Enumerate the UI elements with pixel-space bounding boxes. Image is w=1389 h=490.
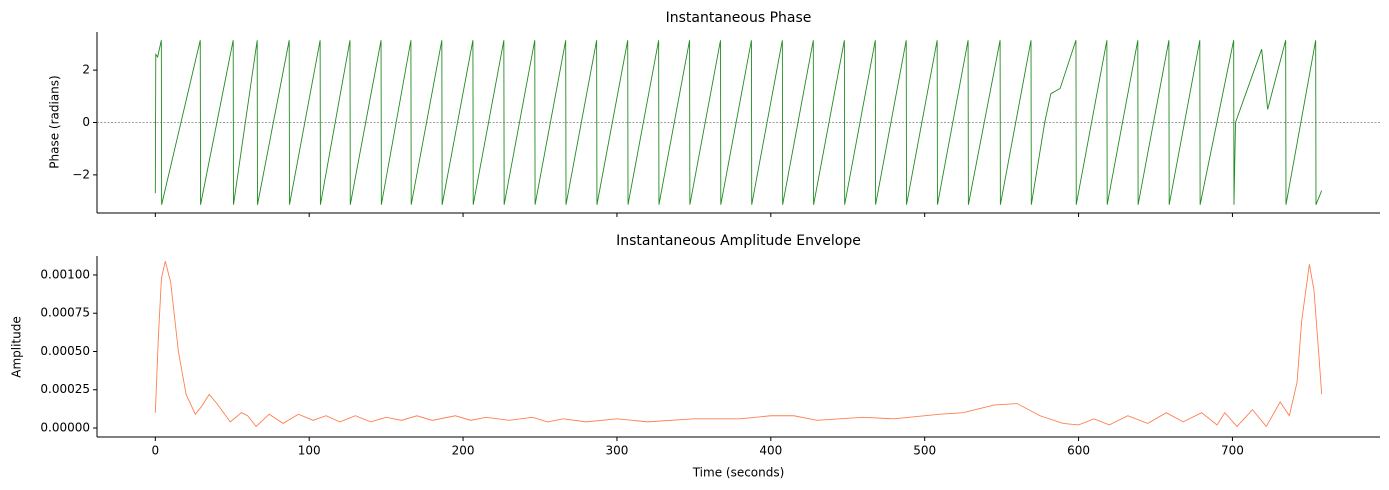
data-line — [154, 261, 1323, 428]
data-line — [154, 40, 1323, 205]
x-tick-label: 300 — [605, 444, 628, 458]
x-tick-label: 400 — [759, 444, 782, 458]
x-tick-label: 100 — [298, 444, 321, 458]
y-tick-label: 0.00050 — [40, 344, 90, 358]
x-tick-label: 600 — [1067, 444, 1090, 458]
x-tick-label: 700 — [1221, 444, 1244, 458]
chart-title: Instantaneous Amplitude Envelope — [616, 233, 861, 249]
chart-title: Instantaneous Phase — [666, 10, 812, 26]
x-tick-label: 500 — [913, 444, 936, 458]
y-tick-label: 0 — [82, 115, 90, 129]
y-tick-label: 0.00000 — [40, 421, 90, 435]
y-axis-label: Phase (radians) — [48, 75, 62, 168]
y-axis-label: Amplitude — [10, 316, 24, 378]
x-axis-label: Time (seconds) — [692, 466, 785, 480]
x-tick-label: 0 — [151, 444, 159, 458]
y-tick-label: 0.00075 — [40, 306, 90, 320]
x-tick-label: 200 — [452, 444, 475, 458]
y-tick-label: 2 — [82, 63, 90, 77]
y-tick-label: −2 — [72, 167, 90, 181]
y-tick-label: 0.00025 — [40, 382, 90, 396]
y-tick-label: 0.00100 — [40, 267, 90, 281]
